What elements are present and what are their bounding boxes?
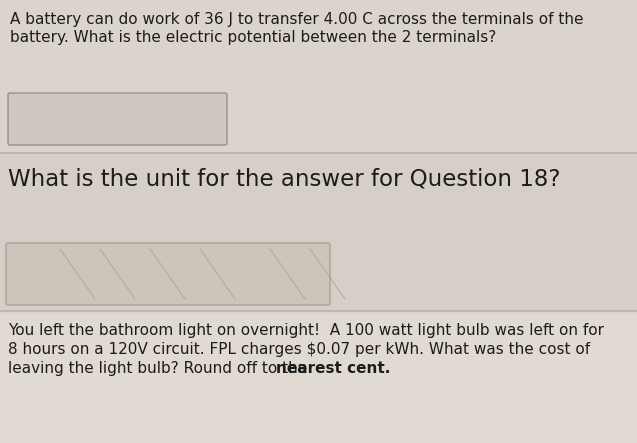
Text: What is the unit for the answer for Question 18?: What is the unit for the answer for Ques… <box>8 167 561 190</box>
Bar <box>0 0 637 153</box>
Text: A battery can do work of 36 J to transfer 4.00 C across the terminals of the: A battery can do work of 36 J to transfe… <box>10 12 583 27</box>
Text: You left the bathroom light on overnight!  A 100 watt light bulb was left on for: You left the bathroom light on overnight… <box>8 323 604 338</box>
Bar <box>0 313 637 443</box>
Text: battery. What is the electric potential between the 2 terminals?: battery. What is the electric potential … <box>10 30 496 45</box>
FancyBboxPatch shape <box>6 243 330 305</box>
Bar <box>0 155 637 311</box>
Text: 8 hours on a 120V circuit. FPL charges $0.07 per kWh. What was the cost of: 8 hours on a 120V circuit. FPL charges $… <box>8 342 590 357</box>
Text: nearest cent.: nearest cent. <box>276 361 390 376</box>
Text: leaving the light bulb? Round off to the: leaving the light bulb? Round off to the <box>8 361 312 376</box>
FancyBboxPatch shape <box>8 93 227 145</box>
